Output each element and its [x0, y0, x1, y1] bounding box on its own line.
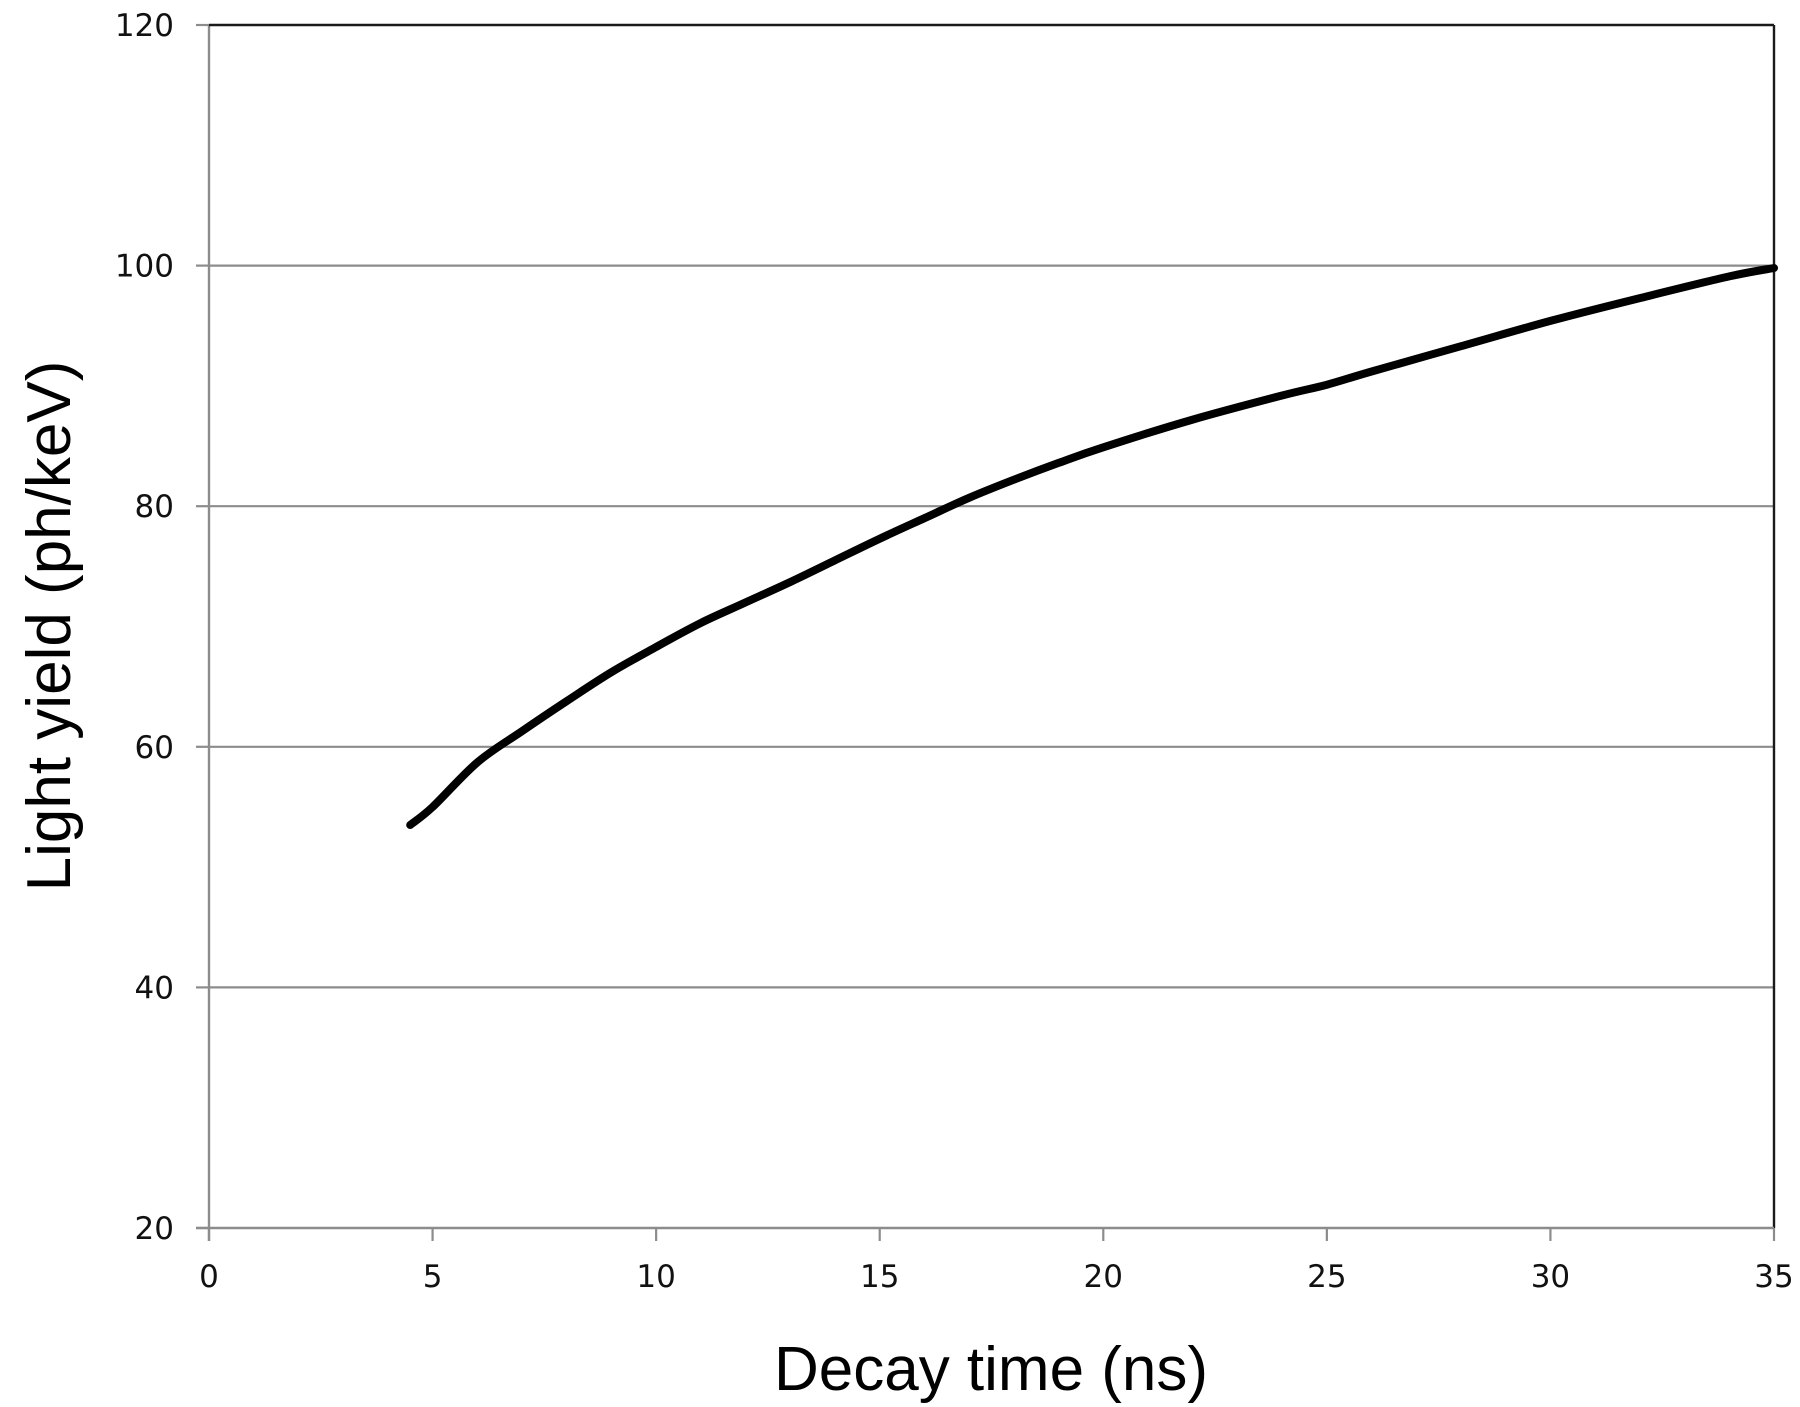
data-series: [406, 264, 1778, 829]
x-axis-title: Decay time (ns): [774, 1335, 1208, 1404]
x-axis: 0 5 10 15 20 25 30 35: [199, 1228, 1794, 1295]
series-line: [406, 264, 1778, 829]
y-tick-label: 80: [135, 489, 174, 525]
x-tick-label: 30: [1531, 1259, 1570, 1295]
x-tick-label: 0: [199, 1259, 219, 1295]
x-tick-label: 25: [1307, 1259, 1346, 1295]
y-tick-label: 100: [115, 249, 174, 285]
x-tick-label: 10: [636, 1259, 675, 1295]
x-tick-label: 15: [860, 1259, 899, 1295]
x-tick-label: 20: [1084, 1259, 1123, 1295]
y-tick-label: 20: [135, 1211, 174, 1247]
y-tick-label: 40: [135, 970, 174, 1006]
x-tick-label: 35: [1754, 1259, 1793, 1295]
horizontal-gridlines: [209, 264, 1774, 989]
plot-frame: [196, 23, 1776, 1241]
y-axis: 20 40 60 80 100 120: [115, 8, 209, 1247]
y-tick-label: 60: [135, 730, 174, 766]
x-tick-label: 5: [423, 1259, 443, 1295]
y-axis-title: Light yield (ph/keV): [15, 361, 84, 892]
y-tick-label: 120: [115, 8, 174, 44]
